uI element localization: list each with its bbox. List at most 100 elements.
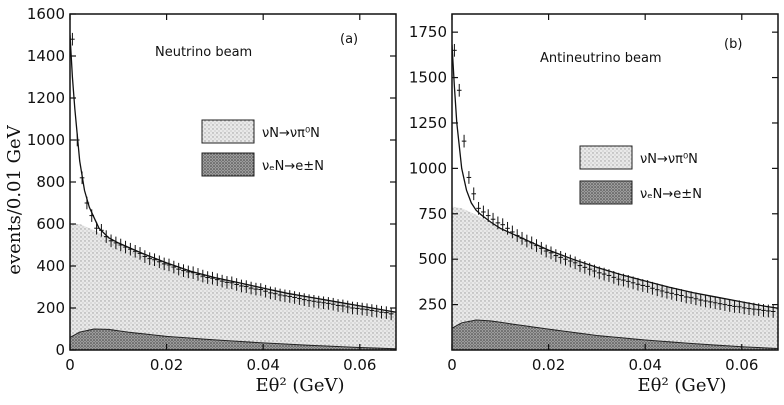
- x-tick-label: 0.06: [343, 356, 376, 374]
- data-point: [113, 236, 119, 250]
- data-point: [70, 32, 75, 46]
- data-point: [364, 303, 370, 316]
- data-point: [350, 301, 355, 315]
- data-point: [476, 201, 481, 215]
- data-point: [495, 216, 501, 230]
- data-point: [263, 284, 268, 298]
- x-tick-label: 0: [447, 356, 457, 374]
- data-points-a: [70, 32, 394, 321]
- data-point: [287, 290, 293, 303]
- data-point: [485, 209, 491, 222]
- data-point: [587, 262, 592, 276]
- data-point: [606, 269, 612, 282]
- y-tick-label: 750: [418, 205, 447, 223]
- data-point: [683, 290, 689, 304]
- legend-a: νN→νπ⁰N νₑN→e±N: [201, 119, 324, 177]
- data-point: [359, 302, 365, 316]
- y-tick-label: 600: [36, 215, 65, 233]
- data-points-b: [452, 43, 776, 318]
- x-ticks-b: 0 0.02 0.04 0.06: [447, 14, 758, 374]
- data-point: [186, 265, 191, 279]
- x-tick-label: 0: [65, 356, 75, 374]
- data-point: [292, 291, 297, 304]
- data-point: [529, 236, 534, 250]
- data-point: [152, 253, 157, 266]
- data-point: [103, 230, 109, 243]
- data-point: [625, 274, 631, 288]
- data-point: [355, 302, 360, 315]
- series-area-pion-a: [70, 224, 396, 350]
- data-point: [524, 234, 530, 248]
- data-point: [659, 284, 665, 298]
- data-point: [321, 296, 326, 310]
- data-point: [253, 282, 259, 296]
- data-point: [630, 276, 636, 290]
- data-point: [456, 83, 462, 97]
- x-ticks-a: 0 0.02 0.04 0.06: [65, 14, 376, 374]
- panel-title-a: Neutrino beam: [155, 45, 252, 60]
- data-point: [568, 254, 573, 268]
- panel-label-b: (b): [724, 37, 742, 52]
- data-point: [582, 261, 588, 274]
- data-point: [282, 289, 288, 303]
- data-point: [737, 300, 742, 314]
- y-axis-title: events/0.01 GeV: [4, 124, 25, 274]
- data-point: [466, 171, 472, 184]
- data-point: [258, 283, 264, 296]
- data-point: [123, 240, 128, 254]
- data-point: [761, 304, 766, 317]
- legend-label-pion-b: νN→νπ⁰N: [640, 152, 698, 167]
- x-tick-label: 0.04: [628, 356, 661, 374]
- data-point: [239, 279, 244, 293]
- y-tick-label: 1600: [27, 5, 65, 23]
- panel-title-b: Antineutrino beam: [540, 51, 662, 66]
- y-tick-label: 200: [36, 299, 65, 317]
- legend-swatch-electron-b: [579, 180, 633, 205]
- data-point: [171, 260, 177, 274]
- data-point: [712, 296, 718, 310]
- x-tick-label: 0.06: [725, 356, 758, 374]
- plot-frame-b: [451, 13, 779, 351]
- data-point: [335, 299, 341, 312]
- data-point: [89, 209, 95, 222]
- data-point: [543, 244, 549, 258]
- y-tick-label: 1400: [27, 47, 65, 65]
- x-tick-label: 0.04: [246, 356, 279, 374]
- data-point: [722, 298, 728, 311]
- data-point: [601, 267, 607, 281]
- data-point: [548, 246, 554, 260]
- data-point: [330, 297, 336, 311]
- data-point: [128, 242, 133, 256]
- data-point: [215, 273, 220, 286]
- y-tick-label: 500: [418, 250, 447, 268]
- data-point: [345, 300, 351, 314]
- data-point: [99, 224, 104, 237]
- data-point: [137, 247, 143, 260]
- legend-swatch-pion-b: [579, 145, 633, 170]
- data-point: [229, 276, 235, 290]
- y-tick-label: 0: [55, 341, 65, 359]
- data-point: [510, 225, 515, 239]
- data-point: [481, 205, 486, 219]
- y-tick-label: 400: [36, 257, 65, 275]
- data-point: [727, 299, 733, 312]
- data-point: [751, 302, 757, 316]
- data-point: [703, 294, 708, 308]
- data-point: [224, 276, 230, 289]
- data-point: [741, 301, 747, 315]
- data-point: [268, 286, 273, 300]
- series-area-electron-a: [70, 328, 396, 350]
- data-point: [205, 271, 210, 284]
- y-tick-label: 800: [36, 173, 65, 191]
- y-tick-label: 1750: [409, 23, 447, 41]
- legend-swatch-electron-a: [201, 152, 255, 177]
- series-area-electron-b: [452, 319, 778, 350]
- legend-label-pion-a: νN→νπ⁰N: [262, 126, 320, 141]
- data-point: [708, 295, 713, 309]
- data-point: [374, 304, 379, 318]
- data-point: [384, 306, 389, 319]
- legend-b: νN→νπ⁰N νₑN→e±N: [579, 145, 702, 205]
- data-point: [669, 286, 675, 300]
- data-point: [277, 288, 283, 302]
